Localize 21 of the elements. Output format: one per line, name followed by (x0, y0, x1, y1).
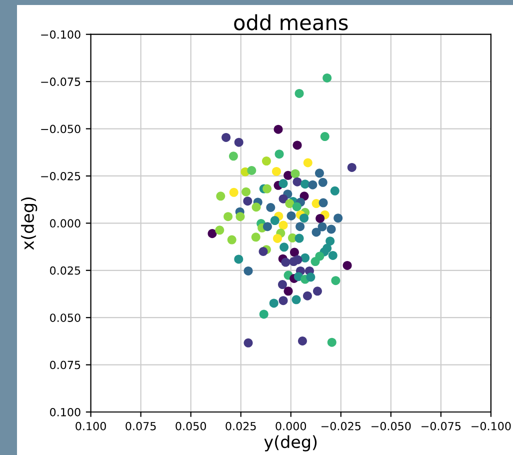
chart-title: odd means (234, 14, 348, 30)
y-tick-label: 0.000 (50, 219, 80, 228)
x-axis-title: y(deg) (264, 435, 317, 452)
y-tick-label: −0.025 (41, 172, 80, 180)
y-tick-label: 0.100 (50, 408, 80, 416)
y-tick-label: −0.050 (41, 124, 80, 134)
x-tick-label: 0.025 (226, 422, 256, 430)
x-tick-label: 0.100 (76, 422, 106, 430)
y-tick-label: 0.050 (50, 314, 80, 322)
y-tick-label: −0.075 (41, 78, 80, 86)
y-tick-label: −0.100 (41, 30, 80, 39)
x-tick-label: −0.050 (372, 422, 411, 430)
x-tick-label: −0.100 (472, 422, 511, 430)
x-tick-label: 0.075 (126, 422, 156, 430)
x-tick-label: 0.050 (176, 422, 206, 430)
y-axis-title: x(deg) (21, 197, 38, 250)
x-tick-label: 0.000 (276, 422, 306, 430)
x-tick-label: −0.025 (322, 422, 360, 430)
y-tick-label: 0.075 (50, 360, 80, 370)
x-tick-label: −0.075 (422, 422, 461, 430)
y-tick-label: 0.025 (50, 266, 80, 275)
